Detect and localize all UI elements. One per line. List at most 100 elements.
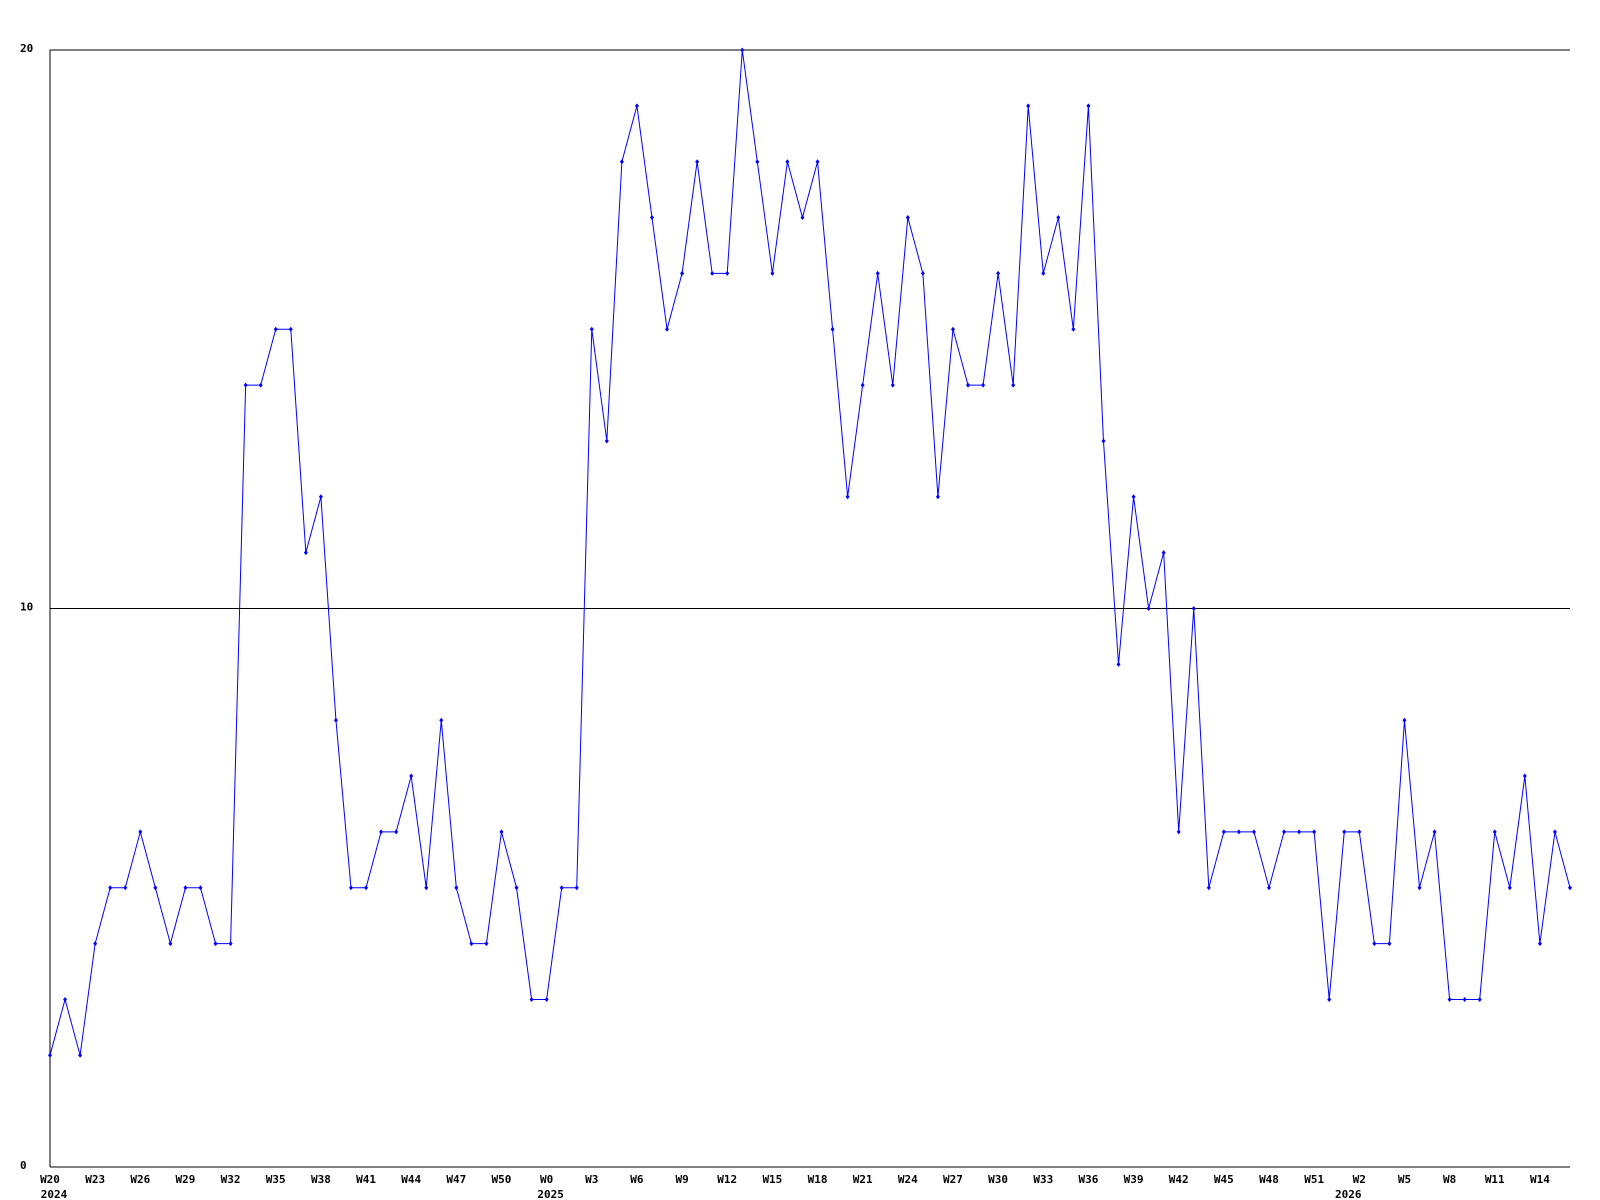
data-point <box>604 438 609 444</box>
data-point <box>1221 829 1226 835</box>
x-tick-label: W24 <box>898 1173 918 1186</box>
data-point <box>1312 829 1317 835</box>
data-point <box>1417 885 1422 891</box>
data-point <box>1116 661 1121 667</box>
x-tick-label: W32 <box>221 1173 241 1186</box>
x-tick-label: W47 <box>446 1173 466 1186</box>
x-tick-label: W41 <box>356 1173 376 1186</box>
data-point <box>981 382 986 388</box>
data-point <box>1026 103 1031 109</box>
data-point <box>710 270 715 276</box>
data-point <box>1402 717 1407 723</box>
data-point <box>665 326 670 332</box>
data-point <box>93 941 98 947</box>
data-point <box>1101 438 1106 444</box>
data-point <box>183 885 188 891</box>
data-point <box>1522 773 1527 779</box>
data-point <box>770 270 775 276</box>
x-tick-label: W9 <box>675 1173 688 1186</box>
data-point <box>830 326 835 332</box>
data-point <box>950 326 955 332</box>
data-point <box>890 382 895 388</box>
x-tick-label: W39 <box>1124 1173 1144 1186</box>
data-point <box>905 215 910 221</box>
x-tick-label: W51 <box>1304 1173 1324 1186</box>
data-point <box>815 159 820 165</box>
data-point <box>920 270 925 276</box>
data-point <box>966 382 971 388</box>
data-point <box>1041 270 1046 276</box>
x-tick-label: W44 <box>401 1173 421 1186</box>
x-tick-label: W29 <box>176 1173 196 1186</box>
x-tick-label: W38 <box>311 1173 331 1186</box>
year-label: 2024 <box>41 1188 68 1200</box>
data-point <box>559 885 564 891</box>
data-point <box>168 941 173 947</box>
x-tick-label: W48 <box>1259 1173 1279 1186</box>
data-point <box>1267 885 1272 891</box>
data-point <box>1282 829 1287 835</box>
x-tick-label: W2 <box>1353 1173 1366 1186</box>
x-tick-label: W18 <box>808 1173 828 1186</box>
data-point <box>1297 829 1302 835</box>
x-tick-label: W27 <box>943 1173 963 1186</box>
y-tick-label: 10 <box>20 601 33 614</box>
data-point <box>1568 885 1572 891</box>
x-tick-label: W26 <box>130 1173 150 1186</box>
data-point <box>1206 885 1211 891</box>
x-tick-label: W12 <box>717 1173 737 1186</box>
data-point <box>1236 829 1241 835</box>
data-point <box>1191 606 1196 611</box>
data-point <box>1447 996 1452 1002</box>
x-tick-label: W35 <box>266 1173 286 1186</box>
data-point <box>634 103 639 109</box>
data-point <box>78 1052 83 1058</box>
data-point <box>619 159 624 165</box>
data-point <box>424 885 429 891</box>
x-tick-label: W14 <box>1530 1173 1550 1186</box>
y-tick-label: 0 <box>20 1159 27 1172</box>
data-point <box>1251 829 1256 835</box>
data-point <box>740 47 745 53</box>
data-point <box>1161 550 1166 556</box>
x-tick-label: W45 <box>1214 1173 1234 1186</box>
data-point <box>935 494 940 500</box>
data-point <box>514 885 519 891</box>
x-tick-label: W50 <box>492 1173 512 1186</box>
data-point <box>484 941 489 947</box>
data-point <box>1387 941 1392 947</box>
data-point <box>1492 829 1497 835</box>
data-point <box>454 885 459 891</box>
x-tick-label: W6 <box>630 1173 644 1186</box>
x-tick-label: W42 <box>1169 1173 1189 1186</box>
data-point <box>1432 829 1437 835</box>
data-point <box>755 159 760 165</box>
x-tick-label: W0 <box>540 1173 553 1186</box>
data-point <box>153 885 158 891</box>
data-point <box>529 996 534 1002</box>
x-tick-label: W33 <box>1033 1173 1053 1186</box>
x-tick-label: W30 <box>988 1173 1008 1186</box>
data-point <box>785 159 790 165</box>
data-point <box>1477 996 1482 1002</box>
x-tick-label: W15 <box>762 1173 782 1186</box>
data-point <box>1342 829 1347 835</box>
data-point <box>1372 941 1377 947</box>
data-point <box>273 326 278 332</box>
data-point <box>860 382 865 388</box>
data-point <box>48 1052 52 1058</box>
data-point <box>1056 215 1061 221</box>
data-point <box>333 717 338 723</box>
data-point <box>875 270 880 276</box>
x-tick-label: W21 <box>853 1173 873 1186</box>
data-point <box>409 773 414 779</box>
data-point <box>1507 885 1512 891</box>
data-point <box>725 270 730 276</box>
data-point <box>1357 829 1362 835</box>
data-point <box>123 885 128 891</box>
data-point <box>243 382 248 388</box>
data-point <box>198 885 203 891</box>
data-point <box>1552 829 1557 835</box>
data-point <box>108 885 113 891</box>
